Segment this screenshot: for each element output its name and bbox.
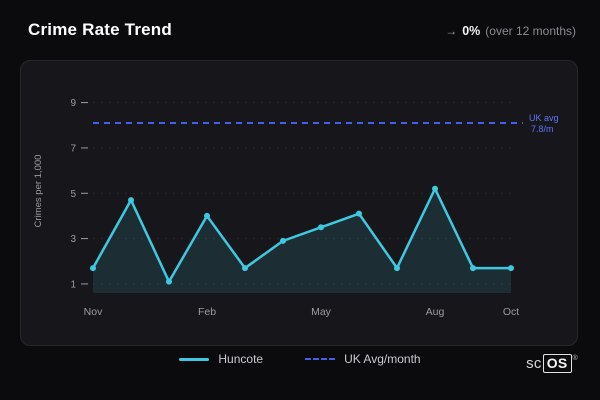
logo-boxed-text: OS [542,354,572,373]
svg-text:May: May [311,306,332,318]
trend-indicator: → 0% (over 12 months) [445,24,576,38]
trend-value: 0% [462,24,481,38]
page-title: Crime Rate Trend [28,20,172,39]
svg-text:Aug: Aug [426,306,445,318]
logo-prefix: sc [526,355,542,372]
legend-label-uk-avg: UK Avg/month [344,352,421,366]
svg-text:Oct: Oct [503,306,519,318]
svg-text:Feb: Feb [198,306,216,318]
trend-arrow-icon: → [445,24,458,38]
svg-text:7: 7 [70,143,76,154]
scos-logo: sc OS ® [526,354,578,373]
chart-card: Crimes per 1,000 1 3 5 7 9 Nov Feb May Aug Oct UK a… [20,60,578,346]
svg-text:7.8/m: 7.8/m [531,124,554,134]
chart-legend: Huncote UK Avg/month [0,352,600,366]
huncote-line-swatch [179,357,210,361]
svg-text:3: 3 [70,234,76,245]
page-header: Crime Rate Trend → 0% (over 12 months) [28,20,576,40]
crime-trend-chart: Crimes per 1,000 1 3 5 7 9 Nov Feb May Aug Oct UK a… [33,98,559,318]
registered-mark: ® [572,355,578,362]
svg-text:5: 5 [70,189,76,200]
svg-text:Crimes per 1,000: Crimes per 1,000 [33,155,44,228]
svg-text:UK avg: UK avg [529,113,559,123]
legend-item-uk-avg[interactable]: UK Avg/month [305,352,421,366]
svg-text:9: 9 [70,98,76,109]
trend-caption: (over 12 months) [485,24,576,38]
svg-text:Nov: Nov [84,306,103,318]
svg-text:1: 1 [70,279,76,290]
legend-item-huncote[interactable]: Huncote [179,352,263,366]
uk-avg-dashed-swatch [305,358,336,360]
legend-label-huncote: Huncote [218,352,264,366]
